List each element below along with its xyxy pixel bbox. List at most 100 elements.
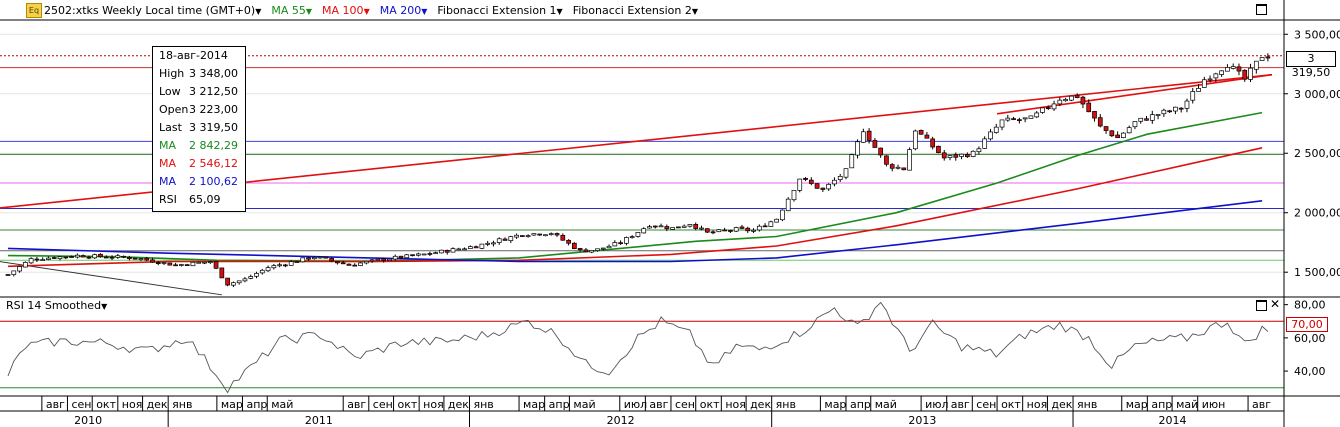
candle-body (410, 254, 415, 257)
month-label: сен (71, 398, 91, 411)
month-label: янв (172, 398, 192, 411)
month-label: дек (1051, 398, 1072, 411)
month-label: сен (373, 398, 393, 411)
candle-body (323, 256, 329, 259)
candle-body (450, 248, 456, 253)
month-label: июл (925, 398, 948, 411)
candle-body (652, 225, 658, 228)
indicator-ma100[interactable]: MA 100▼ (322, 4, 370, 17)
instrument-selector[interactable]: 2502:xtks Weekly Local time (GMT+0)▼ (44, 4, 261, 17)
candle-body (1207, 78, 1213, 81)
month-label: апр (246, 398, 267, 411)
tooltip-value: 65,09 (189, 193, 221, 206)
candle-body (1173, 106, 1178, 112)
candle-body (283, 264, 288, 267)
candle-body (572, 242, 577, 250)
candle-body (756, 225, 762, 231)
candle-body (306, 257, 311, 260)
candle-body (1045, 107, 1051, 110)
indicator-ma200[interactable]: MA 200▼ (380, 4, 428, 17)
month-label: окт (96, 398, 116, 411)
moving-averages (7, 111, 1263, 268)
candle-body (1213, 73, 1219, 79)
candle-body (826, 183, 832, 190)
candle-body (612, 242, 618, 247)
candle-body (791, 190, 797, 201)
candle-body (1144, 118, 1149, 121)
month-label: дек (750, 398, 771, 411)
candle-body (311, 257, 317, 260)
candle-body (1242, 69, 1248, 80)
candle-body (520, 235, 525, 237)
candle-body (404, 254, 410, 259)
app-icon[interactable]: Eq (26, 2, 42, 18)
month-label: авг (649, 398, 668, 411)
candle-body (242, 278, 248, 282)
maximize-rsi-panel-icon[interactable] (1256, 300, 1267, 311)
candle-body (560, 234, 566, 241)
candle-body (774, 218, 779, 223)
price-tick-label: 2 500,00 (1294, 147, 1340, 160)
candle-body (543, 234, 548, 237)
maximize-price-panel-icon[interactable] (1256, 4, 1267, 15)
tooltip-value: 2 100,62 (189, 175, 238, 188)
candle-body (387, 258, 392, 261)
candle-body (681, 225, 687, 228)
candle-body (1236, 66, 1242, 72)
candle-body (676, 226, 681, 229)
candle-body (635, 232, 641, 237)
tooltip-value: 3 348,00 (189, 67, 238, 80)
candle-body (728, 230, 733, 232)
candle-body (999, 119, 1005, 128)
month-label: май (271, 398, 293, 411)
candle-body (69, 256, 74, 258)
indicator-label: MA 200 (379, 3, 422, 17)
candle-body (797, 178, 803, 191)
candle-body (982, 138, 988, 149)
candle-body (618, 242, 623, 245)
candle-body (340, 262, 346, 265)
candle-body (167, 262, 173, 266)
candle-body (762, 225, 768, 228)
month-label: ноя (122, 398, 143, 411)
candle-body (832, 179, 837, 185)
candle-body (496, 238, 502, 243)
candle-body (1155, 114, 1161, 116)
indicator-fib-ext-1[interactable]: Fibonacci Extension 1▼ (437, 4, 562, 17)
candle-body (1005, 117, 1011, 121)
candle-body (103, 256, 109, 259)
candle-body (1115, 134, 1120, 139)
time-axis: авг сен окт ноя дек янв мар апр май авг сен окт ноя д… (41, 396, 1271, 427)
candle-body (785, 198, 791, 212)
month-label: сен (976, 398, 996, 411)
candle-body (589, 250, 595, 253)
dropdown-arrow-icon: ▼ (691, 6, 699, 16)
candle-body (988, 131, 993, 140)
candle-body (51, 257, 57, 259)
candle-body (213, 261, 219, 269)
indicator-fib-ext-2[interactable]: Fibonacci Extension 2▼ (573, 4, 698, 17)
candle-body (710, 231, 716, 234)
candle-body (849, 154, 855, 169)
candle-body (1011, 118, 1016, 120)
close-icon[interactable]: ✕ (1270, 297, 1281, 311)
candle-body (664, 226, 670, 230)
indicator-ma55[interactable]: MA 55▼ (271, 4, 312, 17)
month-label: ноя (423, 398, 444, 411)
candle-body (433, 252, 439, 255)
candle-body (115, 255, 121, 258)
month-label: авг (46, 398, 65, 411)
candle-body (485, 242, 491, 245)
rsi-indicator-selector[interactable]: RSI 14 Smoothed▼ (6, 299, 107, 312)
candles (5, 53, 1271, 287)
candle-body (739, 226, 745, 229)
candle-body (1080, 96, 1086, 105)
trendline (996, 73, 1273, 115)
ohlc-tooltip: 18-авг-2014 High 3 348,00 Low 3 212,50 Ope… (152, 46, 246, 212)
candle-body (392, 255, 398, 260)
candle-body (144, 257, 150, 261)
candle-body (722, 229, 727, 232)
candle-body (1230, 66, 1236, 69)
candle-body (109, 256, 115, 259)
month-label: окт (700, 398, 720, 411)
